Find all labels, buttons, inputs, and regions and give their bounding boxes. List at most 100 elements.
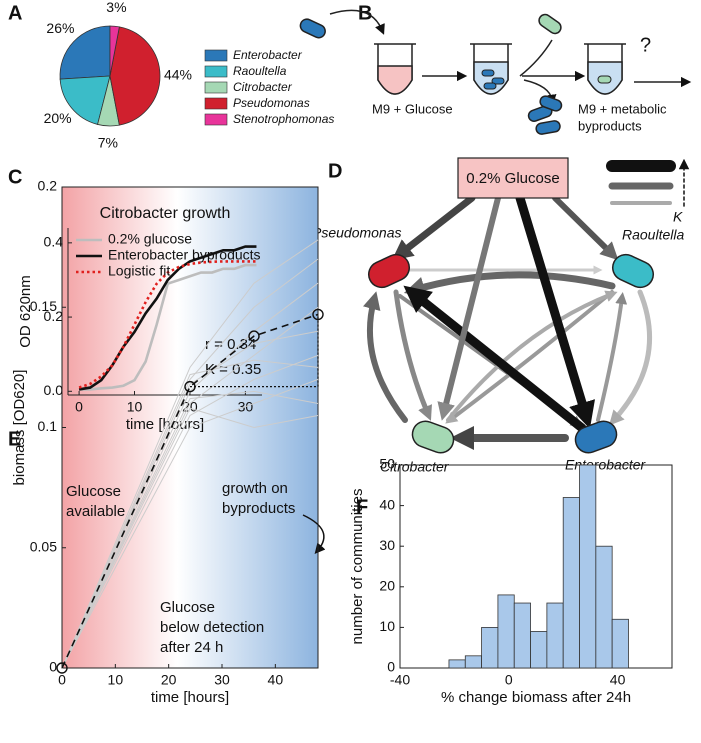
series-line <box>61 330 319 669</box>
data-point <box>248 330 260 342</box>
x-axis-label: time [hours] <box>151 689 229 706</box>
y-tick-label: 30 <box>379 537 395 553</box>
pie-slice <box>59 75 111 125</box>
y-axis-label: biomass [OD620] <box>11 370 28 486</box>
diagram-b <box>299 9 692 135</box>
x-tick-label: -40 <box>390 672 410 688</box>
bar <box>464 655 482 669</box>
x-tick-label: 10 <box>127 399 143 415</box>
y-tick-label: 0.0 <box>44 382 64 398</box>
legend-swatch <box>204 113 228 126</box>
y-tick-label: 0.05 <box>30 538 57 554</box>
y-tick-label: 50 <box>379 456 395 472</box>
x-tick-label: 40 <box>268 672 284 688</box>
x-tick-label: 0 <box>58 672 66 688</box>
y-tick-label: 10 <box>379 618 395 634</box>
y-tick-label: 40 <box>379 496 395 512</box>
annotation: available <box>66 503 125 520</box>
legend-label: K <box>673 209 683 225</box>
pie-slice <box>109 25 120 77</box>
gain-bracket <box>190 314 319 388</box>
annotation: below detection <box>160 619 264 636</box>
diagram-label: M9 + metabolic <box>578 101 667 116</box>
bar <box>497 594 515 669</box>
annotation: r = 0.34 <box>205 336 256 353</box>
legend-swatch <box>204 65 228 78</box>
y-tick-label: 0.4 <box>44 234 64 250</box>
y-tick-label: 0.2 <box>38 178 58 194</box>
legend-label: Raoultella <box>233 64 287 78</box>
y-tick-label: 0.15 <box>30 298 57 314</box>
x-tick-label: 10 <box>108 672 124 688</box>
chart-title: Citrobacter growth <box>100 205 231 222</box>
panel-label: A <box>8 2 22 24</box>
series-line <box>61 306 319 669</box>
node-label: Raoultella <box>622 227 684 243</box>
x-tick-label: 30 <box>214 672 230 688</box>
x-axis-label: time [hours] <box>126 416 204 433</box>
annotation: Glucose <box>160 599 215 616</box>
series-line <box>61 359 319 669</box>
diagram-label: byproducts <box>578 118 642 133</box>
annotation: growth on <box>222 480 288 497</box>
annotation: byproducts <box>222 500 295 517</box>
annotation: after 24 h <box>160 639 223 656</box>
data-point <box>312 308 324 321</box>
bar <box>530 631 548 669</box>
node-label: Citrobacter <box>380 459 450 475</box>
legend-swatch <box>204 97 228 110</box>
y-tick-label: 0 <box>387 659 395 675</box>
x-tick-label: 20 <box>161 672 177 688</box>
bar <box>595 545 613 669</box>
series-line <box>79 263 257 391</box>
y-tick-label: 20 <box>379 578 395 594</box>
legend-label: Logistic fit <box>108 263 170 279</box>
pie-label: 20% <box>44 110 72 126</box>
series-line <box>61 354 319 669</box>
series-line <box>61 407 319 669</box>
diagram-label: ? <box>640 34 651 56</box>
pie-slice <box>59 25 111 80</box>
panel-label: F <box>356 496 368 518</box>
legend-label: Stenotrophomonas <box>233 112 334 126</box>
bar <box>513 602 531 669</box>
legend-label: Citrobacter <box>233 80 293 94</box>
bar <box>546 602 564 669</box>
y-axis-label: OD 620nm <box>17 275 34 348</box>
pie-label: 7% <box>98 135 118 151</box>
series-line <box>61 239 319 669</box>
annotation: Glucose <box>66 483 121 500</box>
legend-label: Enterobacter <box>233 48 303 62</box>
node-label: 0.2% Glucose <box>466 170 559 187</box>
bar <box>579 464 597 669</box>
series-line <box>78 260 257 389</box>
pie-label: 44% <box>164 67 192 83</box>
data-point <box>56 662 68 674</box>
y-axis-label: number of communities <box>349 489 366 645</box>
pie-label: 3% <box>106 0 126 15</box>
panel-label: C <box>8 166 22 188</box>
x-tick-label: 0 <box>505 672 513 688</box>
series-line <box>61 258 319 669</box>
x-tick-label: 40 <box>610 672 626 688</box>
diagram-label: M9 + Glucose <box>372 101 453 116</box>
y-tick-label: 0.1 <box>38 418 58 434</box>
series-line <box>61 378 319 669</box>
series-line <box>61 313 319 669</box>
bar <box>562 497 580 669</box>
panel-label: E <box>8 428 21 450</box>
bar <box>448 659 466 669</box>
bar <box>611 618 629 669</box>
y-tick-label: 0.2 <box>44 308 64 324</box>
legend-swatch <box>204 49 228 62</box>
y-tick-label: 0 <box>49 659 57 675</box>
network <box>362 157 690 454</box>
legend-label: Enterobacter byproducts <box>108 247 261 263</box>
pie-slice <box>109 26 161 126</box>
legend-label: Pseudomonas <box>233 96 310 110</box>
bar <box>481 627 499 669</box>
series-line <box>61 390 319 669</box>
pie-label: 26% <box>46 20 74 36</box>
x-axis-label: % change biomass after 24h <box>441 689 631 706</box>
